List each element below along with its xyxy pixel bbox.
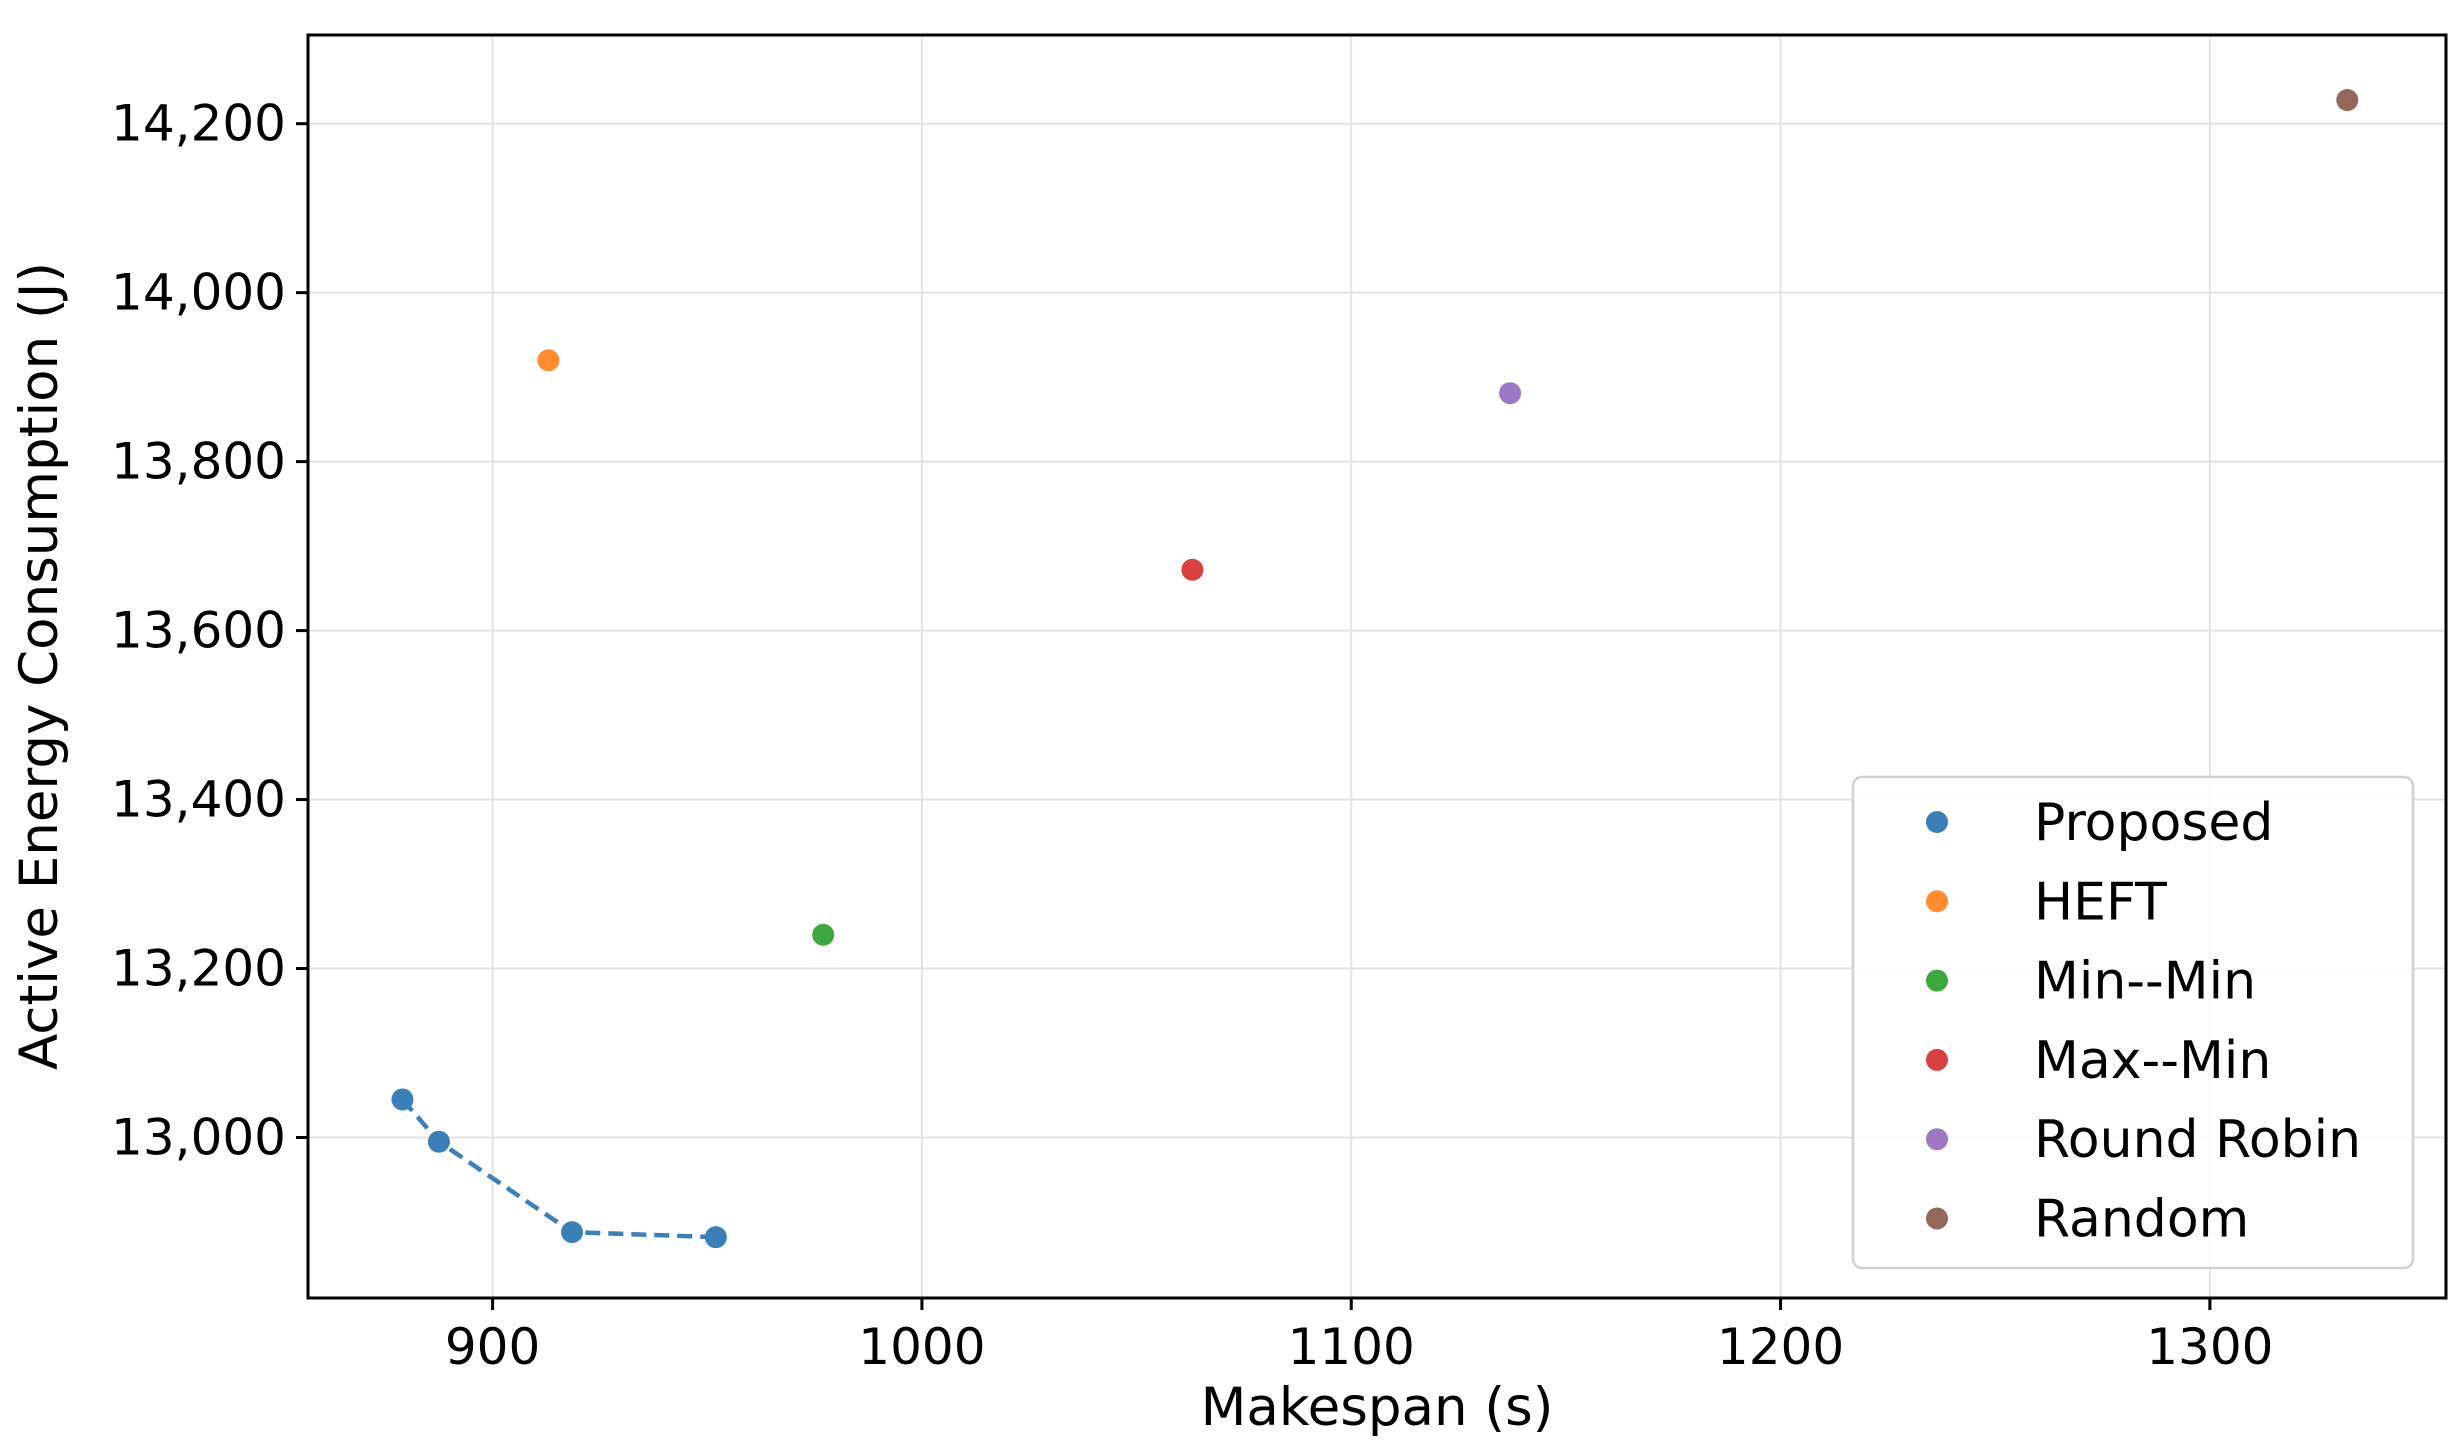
legend-label: Min--Min <box>2034 952 2256 1012</box>
legend-item-round-robin: Round Robin <box>1926 1110 2361 1170</box>
legend-item-max-min: Max--Min <box>1926 1031 2271 1091</box>
legend-marker <box>1926 969 1948 992</box>
plot-area-frame <box>306 33 2448 1300</box>
x-tick-label: 900 <box>445 1318 540 1376</box>
y-axis-label: Active Energy Consumption (J) <box>9 262 70 1070</box>
series-min-min <box>812 923 835 946</box>
axis-ticks: 900 1000 1100 1200 1300 13,000 13,200 13,400 13,… <box>111 95 2273 1376</box>
legend-item-proposed: Proposed <box>1926 793 2273 853</box>
series-heft <box>537 349 560 372</box>
legend-item-heft: HEFT <box>1926 872 2167 932</box>
legend-box <box>1851 775 2415 1270</box>
data-point-max-min <box>1181 558 1204 581</box>
y-tick-label: 13,800 <box>111 433 286 491</box>
x-axis-label: Makespan (s) <box>1201 1377 1554 1438</box>
legend-item-random: Random <box>1926 1190 2249 1250</box>
data-point-proposed <box>704 1226 727 1249</box>
x-tick-label: 1000 <box>858 1318 985 1376</box>
data-point-heft <box>537 349 560 372</box>
data-point-proposed <box>561 1221 584 1244</box>
series-proposed <box>391 1088 727 1249</box>
legend-label: HEFT <box>2034 872 2167 932</box>
y-tick-label: 13,200 <box>111 940 286 998</box>
legend-label: Random <box>2034 1190 2249 1250</box>
y-tick-label: 13,000 <box>111 1108 286 1166</box>
legend-label: Round Robin <box>2034 1110 2361 1170</box>
legend-marker <box>1926 811 1948 833</box>
data-point-random <box>2336 89 2359 112</box>
data-series <box>391 89 2359 1249</box>
legend-label: Proposed <box>2034 793 2273 853</box>
data-point-min-min <box>812 923 835 946</box>
legend: Proposed HEFT Min--Min Max--Min Round Robin R… <box>1851 775 2415 1270</box>
legend-items: Proposed HEFT Min--Min Max--Min Round Robin R… <box>1926 793 2361 1250</box>
legend-item-min-min: Min--Min <box>1926 952 2256 1012</box>
y-tick-label: 13,600 <box>111 602 286 660</box>
series-line-proposed <box>400 1097 716 1240</box>
y-tick-label: 13,400 <box>111 771 286 829</box>
x-tick-label: 1200 <box>1717 1318 1844 1376</box>
legend-marker <box>1926 1048 1948 1071</box>
data-point-round-robin <box>1499 382 1522 405</box>
data-point-proposed <box>391 1088 414 1111</box>
legend-marker <box>1926 1128 1948 1151</box>
series-max-min <box>1181 558 1204 581</box>
data-point-proposed <box>427 1130 450 1153</box>
y-tick-label: 14,000 <box>111 264 286 322</box>
legend-label: Max--Min <box>2034 1031 2271 1091</box>
legend-marker <box>1926 890 1948 913</box>
legend-marker <box>1926 1207 1948 1230</box>
x-tick-label: 1300 <box>2146 1318 2273 1376</box>
series-random <box>2336 89 2359 112</box>
x-tick-label: 1100 <box>1288 1318 1415 1376</box>
series-round-robin <box>1499 382 1522 405</box>
y-tick-label: 14,200 <box>111 95 286 153</box>
